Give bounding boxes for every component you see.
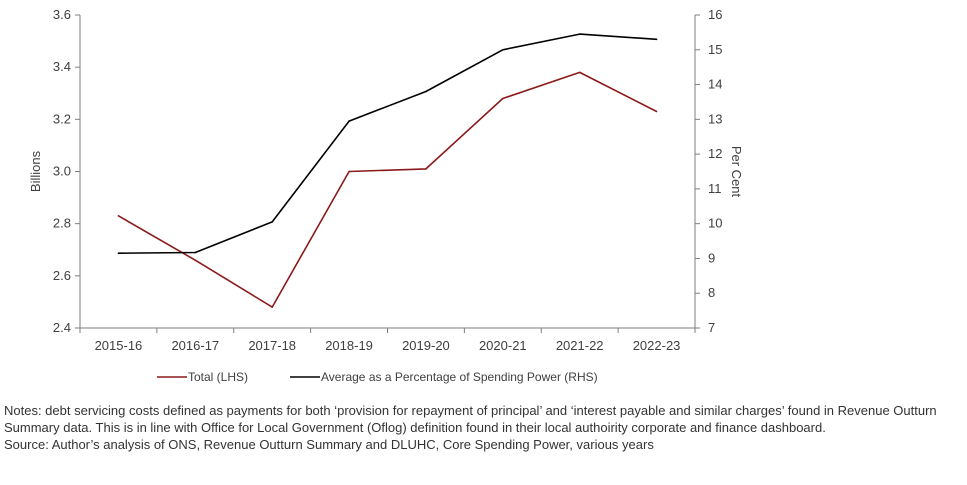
x-tick-label: 2019-20 (402, 338, 450, 353)
data-point-total (655, 110, 658, 113)
legend-label-percentage: Average as a Percentage of Spending Powe… (321, 370, 598, 384)
y-axis-title: Billions (28, 150, 43, 192)
right-tick-label: 8 (708, 285, 715, 300)
left-tick-label: 3.0 (53, 164, 71, 179)
data-point-percentage (348, 120, 350, 122)
x-tick-label: 2020-21 (479, 338, 527, 353)
left-tick-label: 3.6 (53, 7, 71, 22)
data-point-total (117, 215, 120, 217)
left-tick-label: 2.6 (53, 268, 71, 283)
data-point-total (502, 97, 504, 100)
x-tick-label: 2018-19 (325, 338, 373, 353)
chart-notes: Notes: debt servicing costs defined as p… (4, 402, 964, 453)
left-tick-label: 2.8 (53, 216, 71, 231)
data-point-total (271, 306, 273, 308)
data-point-percentage (425, 90, 427, 93)
data-point-percentage (117, 252, 120, 255)
legend-label-total: Total (LHS) (188, 370, 248, 384)
data-point-percentage (502, 48, 504, 51)
right-tick-label: 11 (708, 181, 722, 196)
data-point-percentage (578, 33, 581, 35)
x-tick-label: 2016-17 (171, 338, 219, 353)
right-tick-label: 13 (708, 111, 722, 126)
x-tick-label: 2015-16 (95, 338, 143, 353)
right-tick-label: 12 (708, 146, 722, 161)
series-layer (117, 33, 658, 308)
right-tick-label: 15 (708, 42, 722, 57)
left-tick-label: 2.4 (53, 320, 71, 335)
data-point-total (194, 259, 197, 261)
x-tick-label: 2022-23 (633, 338, 681, 353)
data-point-percentage (194, 251, 197, 254)
right-tick-label: 14 (708, 77, 722, 92)
data-point-total (348, 170, 350, 173)
line-chart: 2.4 2.6 2.8 3.0 3.2 3.4 3.6 7 8 9 10 11 12 13 14 15 16 20… (28, 7, 744, 384)
data-point-percentage (655, 38, 658, 41)
x-tick-label: 2021-22 (556, 338, 604, 353)
source-text: Source: Author’s analysis of ONS, Revenu… (4, 437, 654, 452)
right-tick-label: 9 (708, 250, 715, 265)
x-tick-label: 2017-18 (248, 338, 296, 353)
data-point-total (578, 71, 581, 74)
left-tick-label: 3.2 (53, 111, 71, 126)
right-tick-label: 16 (708, 7, 722, 22)
series-line-total (117, 71, 657, 308)
legend: Total (LHS) Average as a Percentage of S… (157, 370, 598, 384)
axes: 2.4 2.6 2.8 3.0 3.2 3.4 3.6 7 8 9 10 11 12 13 14 15 16 20… (53, 7, 723, 353)
data-point-total (425, 168, 427, 170)
left-tick-label: 3.4 (53, 59, 71, 74)
data-point-percentage (271, 221, 273, 223)
right-tick-label: 7 (708, 320, 715, 335)
series-line-percentage (118, 33, 657, 254)
y2-axis-title: Per Cent (729, 146, 744, 198)
notes-text: Notes: debt servicing costs defined as p… (4, 403, 937, 435)
right-tick-label: 10 (708, 216, 722, 231)
